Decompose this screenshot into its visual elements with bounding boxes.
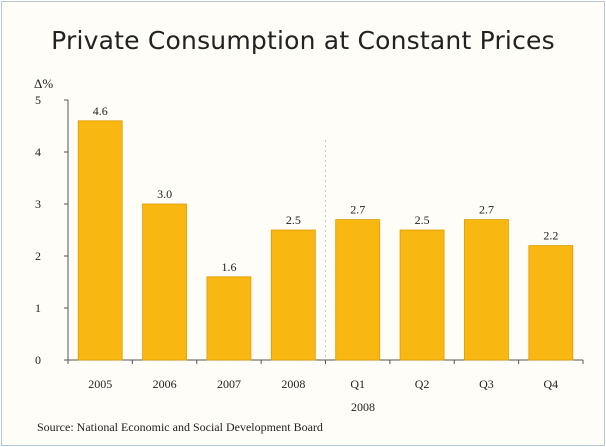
x-tick-label-2008: 2008 [281,377,305,391]
x-tick-label-2006: 2006 [153,377,177,391]
data-label-q4: 2.2 [543,229,558,243]
bar-2005 [77,120,123,361]
x-tick-label-q4: Q4 [543,377,558,391]
group-label-2008: 2008 [351,400,375,414]
data-label-q1: 2.7 [350,203,365,217]
y-tick-label-2: 2 [35,249,41,263]
bar-q2 [399,229,445,361]
y-tick-label-0: 0 [35,353,41,367]
data-label-2006: 3.0 [157,187,172,201]
bar-2007 [206,276,252,361]
x-tick-label-q2: Q2 [415,377,430,391]
data-label-2005: 4.6 [93,104,108,118]
x-tick-label-q1: Q1 [350,377,365,391]
bar-2008 [270,229,316,361]
chart-title: Private Consumption at Constant Prices [51,26,555,55]
y-tick-label-4: 4 [35,145,41,159]
source-note: Source: National Economic and Social Dev… [37,420,323,434]
x-tick-label-q3: Q3 [479,377,494,391]
y-tick-label-5: 5 [35,93,41,107]
data-label-q2: 2.5 [415,213,430,227]
bar-2006 [142,203,187,361]
data-label-2007: 1.6 [221,260,236,274]
bar-q3 [464,219,509,361]
y-axis-label: Δ% [34,76,53,91]
bar-q1 [335,219,381,361]
y-tick-label-3: 3 [35,197,41,211]
data-label-2008: 2.5 [286,213,301,227]
y-tick-label-1: 1 [35,301,41,315]
x-tick-label-2005: 2005 [88,377,112,391]
bar-q4 [528,245,574,361]
data-label-q3: 2.7 [479,203,494,217]
x-tick-label-2007: 2007 [217,377,241,391]
